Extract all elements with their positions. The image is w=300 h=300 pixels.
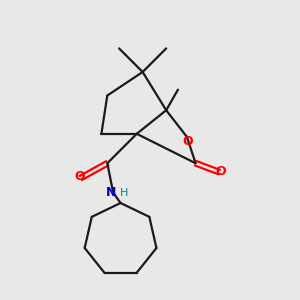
Text: O: O — [182, 135, 193, 148]
Text: O: O — [215, 165, 226, 178]
Text: H: H — [120, 188, 129, 198]
Text: N: N — [106, 186, 116, 199]
Text: O: O — [74, 170, 85, 183]
